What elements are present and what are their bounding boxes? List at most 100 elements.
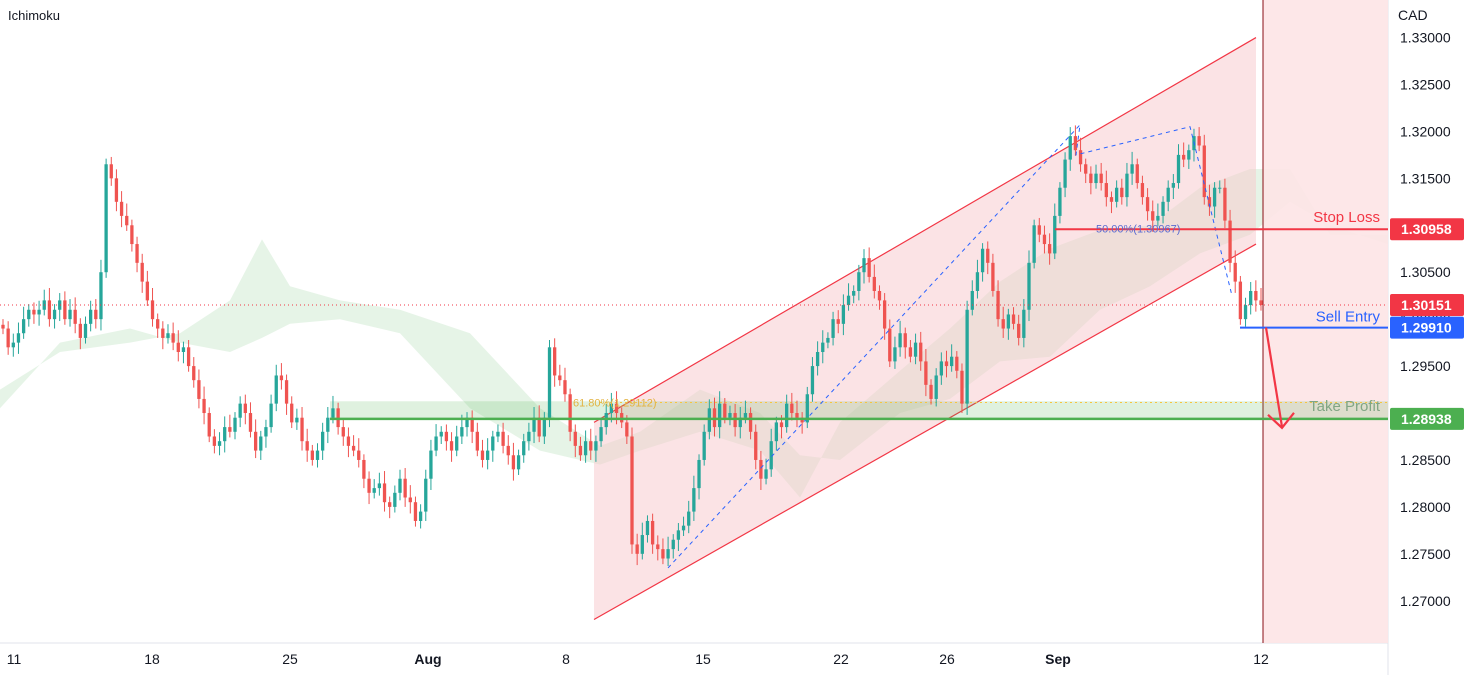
- candle[interactable]: [125, 203, 129, 231]
- candle[interactable]: [697, 454, 701, 500]
- candle[interactable]: [1027, 250, 1031, 322]
- candle[interactable]: [944, 350, 949, 378]
- candle[interactable]: [16, 322, 21, 354]
- candle[interactable]: [970, 280, 974, 316]
- candle[interactable]: [264, 419, 268, 448]
- candle[interactable]: [867, 247, 871, 283]
- candle[interactable]: [815, 341, 820, 376]
- candle[interactable]: [1068, 127, 1072, 171]
- candle[interactable]: [769, 428, 773, 477]
- candle[interactable]: [367, 471, 371, 505]
- candle[interactable]: [109, 156, 113, 186]
- channel-upper-line[interactable]: [593, 37, 1257, 423]
- candle[interactable]: [1104, 170, 1108, 207]
- candle[interactable]: [810, 357, 815, 402]
- candle[interactable]: [1011, 307, 1016, 330]
- candle[interactable]: [1063, 152, 1067, 198]
- candle[interactable]: [217, 432, 222, 456]
- candle[interactable]: [547, 339, 552, 428]
- candle[interactable]: [238, 396, 242, 428]
- candle[interactable]: [176, 330, 180, 362]
- candle[interactable]: [877, 285, 882, 310]
- candle[interactable]: [27, 304, 31, 327]
- candle[interactable]: [58, 293, 62, 322]
- candle[interactable]: [88, 300, 93, 332]
- candle[interactable]: [903, 327, 907, 359]
- candle[interactable]: [455, 425, 459, 457]
- sell-entry-tag[interactable]: [1390, 316, 1464, 339]
- candle[interactable]: [150, 287, 155, 327]
- candle[interactable]: [99, 259, 103, 331]
- candle[interactable]: [558, 364, 562, 386]
- candle[interactable]: [223, 416, 227, 453]
- candle[interactable]: [1207, 184, 1212, 216]
- candle[interactable]: [821, 330, 825, 364]
- candle[interactable]: [202, 386, 206, 425]
- candle[interactable]: [403, 468, 407, 507]
- candle[interactable]: [872, 264, 876, 299]
- candle[interactable]: [1130, 151, 1134, 185]
- candle[interactable]: [893, 336, 897, 369]
- candle[interactable]: [862, 249, 866, 284]
- candle[interactable]: [630, 427, 634, 554]
- candle[interactable]: [1223, 178, 1227, 229]
- candle[interactable]: [424, 469, 428, 521]
- candle[interactable]: [542, 412, 547, 444]
- candle[interactable]: [94, 299, 98, 329]
- candle[interactable]: [1202, 134, 1206, 205]
- candle[interactable]: [279, 363, 284, 390]
- candle[interactable]: [181, 341, 186, 364]
- candle[interactable]: [759, 450, 763, 490]
- candle[interactable]: [192, 357, 196, 388]
- candle[interactable]: [382, 471, 387, 512]
- candle[interactable]: [135, 236, 139, 273]
- candle[interactable]: [212, 429, 217, 454]
- candle[interactable]: [1161, 196, 1165, 224]
- candle[interactable]: [1187, 144, 1191, 169]
- candle[interactable]: [975, 259, 980, 299]
- candle[interactable]: [553, 338, 557, 387]
- candle[interactable]: [846, 283, 851, 311]
- candle[interactable]: [980, 243, 985, 282]
- candle[interactable]: [578, 436, 583, 461]
- candle[interactable]: [738, 407, 742, 439]
- candle[interactable]: [583, 430, 588, 463]
- candle[interactable]: [253, 419, 258, 459]
- candle[interactable]: [609, 392, 614, 423]
- candle[interactable]: [635, 533, 639, 566]
- candle[interactable]: [650, 513, 655, 554]
- candle[interactable]: [748, 407, 753, 440]
- candle[interactable]: [259, 430, 263, 460]
- candle[interactable]: [882, 293, 887, 340]
- candle[interactable]: [537, 405, 541, 443]
- indicator-name[interactable]: Ichimoku: [8, 8, 61, 23]
- candle[interactable]: [1151, 200, 1155, 232]
- candle[interactable]: [640, 522, 644, 560]
- candle[interactable]: [284, 374, 289, 415]
- candle[interactable]: [1114, 180, 1119, 208]
- candle[interactable]: [702, 424, 706, 466]
- candle[interactable]: [929, 379, 933, 405]
- candle[interactable]: [470, 410, 474, 444]
- candle[interactable]: [114, 169, 119, 212]
- candle[interactable]: [346, 427, 351, 458]
- candle[interactable]: [888, 319, 892, 368]
- candle[interactable]: [186, 339, 191, 372]
- candle[interactable]: [645, 515, 650, 543]
- candle[interactable]: [1006, 308, 1011, 340]
- candle[interactable]: [449, 432, 454, 462]
- candle[interactable]: [480, 439, 485, 468]
- candle[interactable]: [898, 320, 902, 357]
- candle[interactable]: [68, 299, 72, 327]
- candle[interactable]: [42, 289, 46, 316]
- candle[interactable]: [1212, 182, 1217, 218]
- candle[interactable]: [465, 412, 469, 437]
- candle[interactable]: [785, 394, 789, 433]
- candle[interactable]: [408, 485, 412, 514]
- candle[interactable]: [532, 407, 536, 444]
- candle[interactable]: [939, 352, 943, 385]
- candle[interactable]: [341, 419, 345, 446]
- candle[interactable]: [300, 407, 304, 451]
- candle[interactable]: [506, 435, 510, 465]
